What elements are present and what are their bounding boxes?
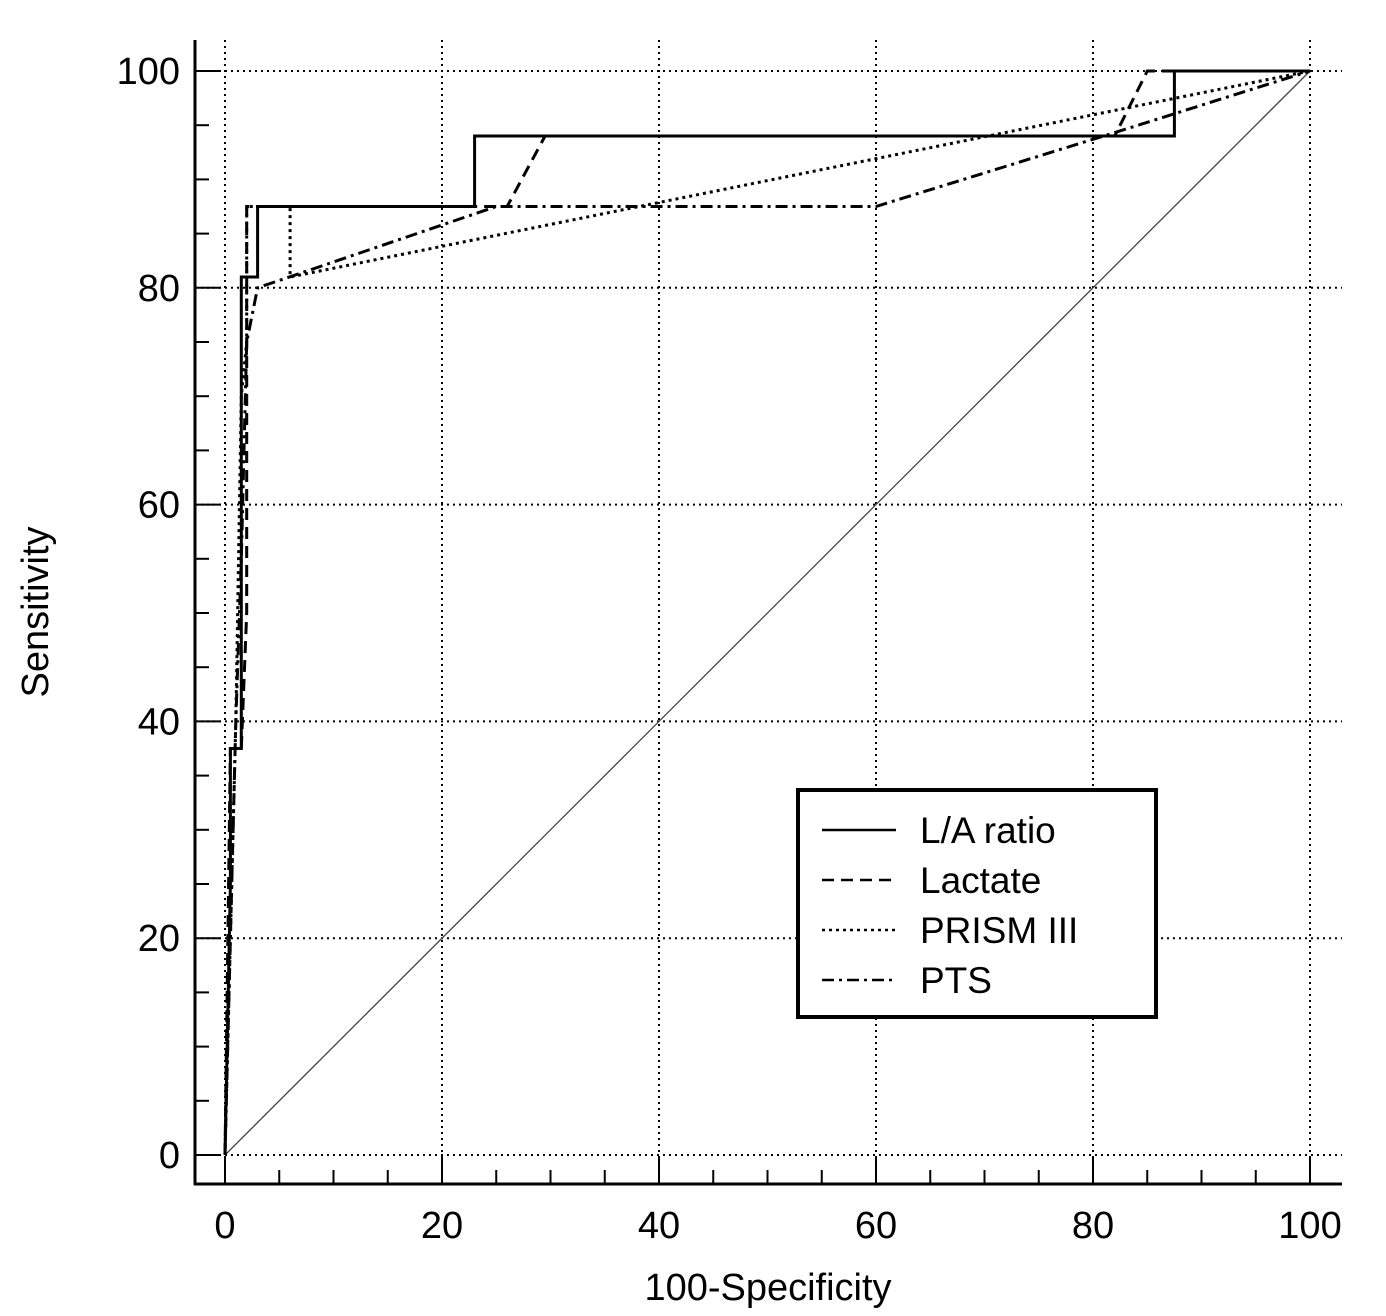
tick-labels: 0 20 40 60 80 100 0 20 40 60 80 100 [117, 51, 1342, 1247]
x-tick-label: 100 [1278, 1205, 1341, 1247]
legend-label-lactate: Lactate [920, 860, 1041, 901]
reference-diagonal-line [224, 70, 1311, 1156]
x-tick-label: 80 [1072, 1205, 1114, 1247]
x-tick-label: 20 [421, 1205, 463, 1247]
series-layer [223, 69, 1311, 1156]
x-tick-label: 40 [638, 1205, 680, 1247]
legend-label-pts: PTS [920, 960, 992, 1001]
x-tick-label: 0 [214, 1205, 235, 1247]
y-axis-label: Sensitivity [15, 526, 57, 697]
legend: L/A ratio Lactate PRISM III PTS [796, 788, 1158, 1019]
y-tick-label: 20 [138, 918, 180, 960]
legend-label-l-a-ratio: L/A ratio [920, 810, 1056, 851]
series-line-lactate [223, 69, 1310, 1156]
y-tick-label: 40 [138, 701, 180, 743]
series-line-pts [223, 69, 1311, 1156]
legend-label-prism-iii: PRISM III [920, 910, 1078, 951]
series-line-prism-iii [223, 69, 1311, 1156]
x-axis-label: 100-Specificity [644, 1267, 891, 1309]
y-tick-label: 0 [159, 1135, 180, 1177]
ticks [195, 70, 1311, 1184]
y-tick-label: 100 [117, 51, 180, 93]
x-tick-label: 60 [855, 1205, 897, 1247]
y-tick-label: 80 [138, 268, 180, 310]
y-tick-label: 60 [138, 485, 180, 527]
